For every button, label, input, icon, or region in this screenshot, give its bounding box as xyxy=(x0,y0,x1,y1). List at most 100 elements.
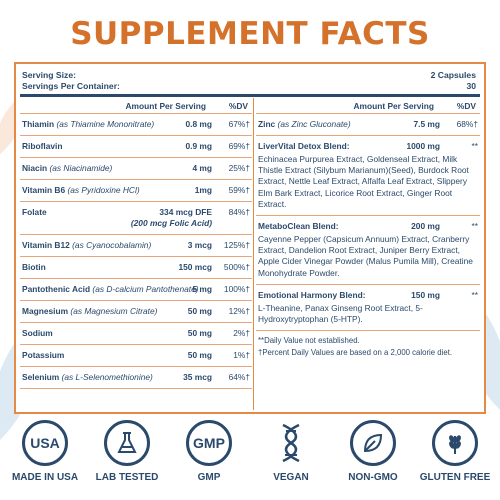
column-header: Amount Per Serving %DV xyxy=(256,98,480,114)
dna-icon xyxy=(268,420,314,466)
nutrient-name: Niacin (as Niacinamide) xyxy=(22,163,252,174)
nutrient-label: Vitamin B12 xyxy=(22,240,70,250)
nutrient-row: Potassium 50 mg 1%† xyxy=(20,345,252,367)
nutrient-amount: 1mg xyxy=(194,185,212,195)
nutrient-amount: 35 mcg xyxy=(183,372,212,382)
nutrient-label: Sodium xyxy=(22,328,53,338)
blend-ingredients: L-Theanine, Panax Ginseng Root Extract, … xyxy=(258,302,423,325)
nutrient-dv: ** xyxy=(471,141,478,151)
nutrient-row: Magnesium (as Magnesium Citrate) 50 mg 12%… xyxy=(20,301,252,323)
nutrient-dv: 500%† xyxy=(223,262,250,272)
nutrient-subnote: (200 mcg Folic Acid) xyxy=(130,218,212,228)
footnote-daily-value: **Daily Value not established. xyxy=(258,336,360,346)
badge-label: LAB TESTED xyxy=(95,472,159,483)
serving-info: Serving Size: 2 Capsules Servings Per Co… xyxy=(22,70,478,92)
nutrient-row: Niacin (as Niacinamide) 4 mg 25%† xyxy=(20,158,252,180)
dv-header: %DV xyxy=(456,101,476,111)
nutrient-amount: 1000 mg xyxy=(406,141,440,151)
nutrient-dv: 69%† xyxy=(228,141,250,151)
nutrient-name: Magnesium (as Magnesium Citrate) xyxy=(22,306,252,317)
blend-ingredients: Echinacea Purpurea Extract, Goldenseal E… xyxy=(258,154,469,209)
nutrient-name: Thiamin (as Thiamine Mononitrate) xyxy=(22,119,252,130)
nutrient-name: Vitamin B12 (as Cyanocobalamin) xyxy=(22,240,252,251)
wheat-icon xyxy=(432,420,478,466)
nutrient-label: Emotional Harmony Blend: xyxy=(258,289,366,300)
nutrient-amount: 5 mg xyxy=(192,284,212,294)
nutrient-amount: 50 mg xyxy=(187,306,212,316)
badge-label: GMP xyxy=(197,472,221,483)
nutrient-row: Riboflavin 0.9 mg 69%† xyxy=(20,136,252,158)
blend-row: LiverVital Detox Blend: 1000 mg ** Echinace… xyxy=(256,136,480,217)
nutrient-label: Folate xyxy=(22,207,47,217)
nutrient-row: Thiamin (as Thiamine Mononitrate) 0.8 mg 6… xyxy=(20,114,252,136)
leaf-icon xyxy=(350,420,396,466)
serving-size-label: Serving Size: xyxy=(22,70,76,80)
nutrient-dv: 12%† xyxy=(228,306,250,316)
nutrient-label: Pantothenic Acid xyxy=(22,284,91,294)
nutrient-dv: ** xyxy=(471,289,478,300)
nutrient-name: Zinc (as Zinc Gluconate) xyxy=(258,119,480,130)
servings-per-container-label: Servings Per Container: xyxy=(22,81,120,91)
servings-per-container-value: 30 xyxy=(466,81,476,91)
footnote-percent-dv: †Percent Daily Values are based on a 2,0… xyxy=(258,348,453,358)
nutrient-amount: 334 mcg DFE xyxy=(159,207,212,217)
nutrient-note: (as Thiamine Mononitrate) xyxy=(56,119,155,129)
nutrient-dv: 125%† xyxy=(223,240,250,250)
nutrient-note: (as Zinc Gluconate) xyxy=(277,119,351,129)
nutrient-name: Riboflavin xyxy=(22,141,252,152)
badge-label: GLUTEN FREE xyxy=(419,472,491,483)
left-column: Amount Per Serving %DV Thiamin (as Thiam… xyxy=(20,98,252,389)
badge-non-gmo: NON-GMO xyxy=(333,420,413,483)
blend-row: Emotional Harmony Blend: 150 mg ** L-Theani… xyxy=(256,285,480,332)
nutrient-label: MetaboClean Blend: xyxy=(258,221,339,232)
nutrient-label: Riboflavin xyxy=(22,141,63,151)
nutrient-name: Potassium xyxy=(22,350,252,361)
nutrient-note: (as Magnesium Citrate) xyxy=(70,306,158,316)
supplement-facts-panel: Serving Size: 2 Capsules Servings Per Co… xyxy=(14,62,486,414)
nutrient-note: (as L-Selenomethionine) xyxy=(61,372,153,382)
nutrient-row: Folate 334 mcg DFE 84%† (200 mcg Folic Acid… xyxy=(20,202,252,235)
nutrient-dv: 67%† xyxy=(228,119,250,129)
nutrient-label: Niacin xyxy=(22,163,48,173)
header-rule xyxy=(20,94,480,97)
nutrient-row: Vitamin B6 (as Pyridoxine HCl) 1mg 59%† xyxy=(20,180,252,202)
amount-header: Amount Per Serving xyxy=(353,101,434,111)
nutrient-note: (as Cyanocobalamin) xyxy=(72,240,152,250)
nutrient-label: Selenium xyxy=(22,372,60,382)
nutrient-dv: ** xyxy=(471,221,478,232)
nutrient-name: LiverVital Detox Blend: xyxy=(258,141,480,152)
nutrient-row: Biotin 150 mcg 500%† xyxy=(20,257,252,279)
badge-label: MADE IN USA xyxy=(11,472,79,483)
nutrient-label: Magnesium xyxy=(22,306,69,316)
nutrient-amount: 4 mg xyxy=(192,163,212,173)
amount-header: Amount Per Serving xyxy=(125,101,206,111)
nutrient-name: Sodium xyxy=(22,328,252,339)
badges-row: USA MADE IN USA LAB TESTED GMP GMP VEGAN… xyxy=(0,420,500,500)
nutrient-note: (as D-calcium Pantothenate) xyxy=(92,284,199,294)
usa-icon: USA xyxy=(22,420,68,466)
nutrient-name: Emotional Harmony Blend: xyxy=(258,290,480,301)
nutrient-name: Pantothenic Acid (as D-calcium Pantothen… xyxy=(22,284,252,295)
blend-row: MetaboClean Blend: 200 mg ** Cayenne Pepper… xyxy=(256,216,480,285)
nutrient-amount: 0.9 mg xyxy=(185,141,212,151)
blend-ingredients: Cayenne Pepper (Capsicum Annuum) Extract… xyxy=(258,234,473,278)
gmp-icon: GMP xyxy=(186,420,232,466)
lab-flask-icon xyxy=(104,420,150,466)
column-header: Amount Per Serving %DV xyxy=(20,98,252,114)
serving-size-value: 2 Capsules xyxy=(430,70,476,80)
nutrient-dv: 64%† xyxy=(228,372,250,382)
nutrient-amount: 7.5 mg xyxy=(413,119,440,129)
nutrient-name: Folate xyxy=(22,207,252,218)
nutrient-label: Potassium xyxy=(22,350,65,360)
badge-gluten-free: GLUTEN FREE xyxy=(415,420,495,483)
footnotes: **Daily Value not established. †Percent … xyxy=(256,331,480,359)
nutrient-amount: 50 mg xyxy=(187,328,212,338)
page-title: SUPPLEMENT FACTS xyxy=(70,16,430,52)
column-divider xyxy=(253,98,254,410)
nutrient-row: Selenium (as L-Selenomethionine) 35 mcg 64… xyxy=(20,367,252,389)
nutrient-dv: 1%† xyxy=(233,350,250,360)
nutrient-dv: 2%† xyxy=(233,328,250,338)
nutrient-amount: 50 mg xyxy=(187,350,212,360)
nutrient-name: MetaboClean Blend: xyxy=(258,221,480,232)
badge-made-in-usa: USA MADE IN USA xyxy=(5,420,85,483)
